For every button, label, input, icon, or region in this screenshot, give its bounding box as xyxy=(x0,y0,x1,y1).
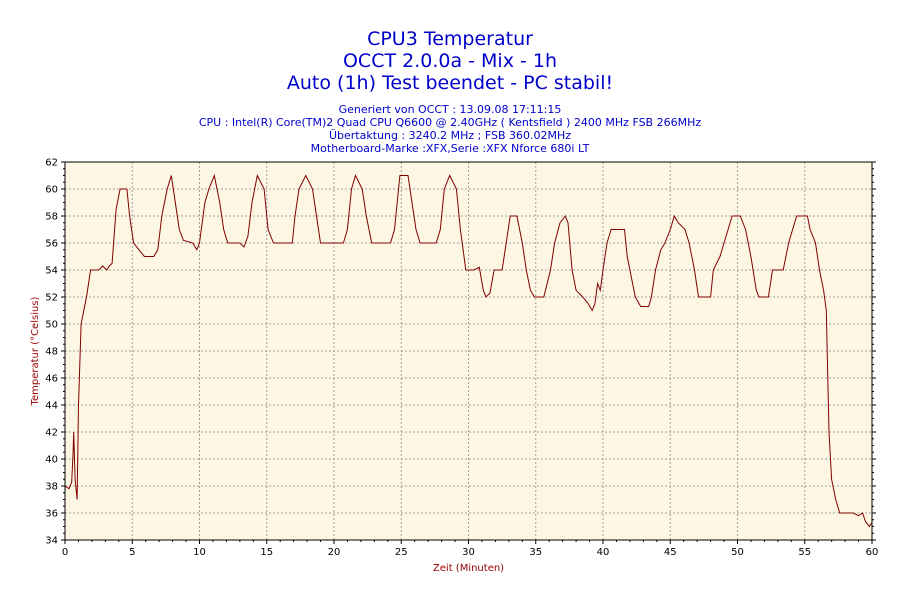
y-tick-label: 60 xyxy=(45,185,58,196)
x-tick-label: 20 xyxy=(328,547,341,558)
y-tick-label: 52 xyxy=(45,293,58,304)
x-tick-label: 55 xyxy=(798,547,811,558)
x-tick-label: 60 xyxy=(866,547,879,558)
x-tick-label: 0 xyxy=(62,547,68,558)
x-tick-label: 10 xyxy=(193,547,206,558)
x-tick-label: 15 xyxy=(260,547,273,558)
y-tick-label: 50 xyxy=(45,320,58,331)
y-tick-label: 34 xyxy=(45,536,58,547)
y-tick-label: 56 xyxy=(45,239,58,250)
y-tick-label: 62 xyxy=(45,158,58,169)
axis-ticks: 34 36 38 40 42 44 46 48 50 52 54 56 58 60 62 0 5 10 15 20 25… xyxy=(45,158,878,559)
y-tick-label: 54 xyxy=(45,266,58,277)
info-generated: Generiert von OCCT : 13.09.08 17:11:15 xyxy=(338,103,562,116)
y-tick-label: 58 xyxy=(45,212,58,223)
y-tick-label: 46 xyxy=(45,374,58,385)
grid-lines xyxy=(65,162,872,540)
y-tick-label: 40 xyxy=(45,455,58,466)
x-tick-label: 45 xyxy=(664,547,677,558)
chart-subtitle: OCCT 2.0.0a - Mix - 1h xyxy=(342,50,558,72)
y-tick-label: 38 xyxy=(45,482,58,493)
y-tick-label: 44 xyxy=(45,401,58,412)
y-tick-label: 48 xyxy=(45,347,58,358)
y-tick-label: 42 xyxy=(45,428,58,439)
chart-title: CPU3 Temperatur xyxy=(367,28,533,50)
info-motherboard: Motherboard-Marke :XFX,Serie :XFX Nforce… xyxy=(310,142,590,155)
info-overclock: Übertaktung : 3240.2 MHz ; FSB 360.02MHz xyxy=(328,129,572,142)
plot-frame xyxy=(64,161,873,541)
info-cpu: CPU : Intel(R) Core(TM)2 Quad CPU Q6600 … xyxy=(198,116,702,129)
y-tick-label: 36 xyxy=(45,509,58,520)
x-tick-label: 25 xyxy=(395,547,408,558)
x-tick-label: 5 xyxy=(129,547,135,558)
x-tick-label: 35 xyxy=(529,547,542,558)
x-tick-label: 50 xyxy=(731,547,744,558)
x-tick-label: 40 xyxy=(597,547,610,558)
temperature-series-line xyxy=(64,173,873,528)
x-tick-label: 30 xyxy=(462,547,475,558)
y-axis-label: Temperatur (°Celsius) xyxy=(30,296,41,406)
x-axis-label: Zeit (Minuten) xyxy=(433,563,504,574)
chart-status: Auto (1h) Test beendet - PC stabil! xyxy=(286,72,614,94)
